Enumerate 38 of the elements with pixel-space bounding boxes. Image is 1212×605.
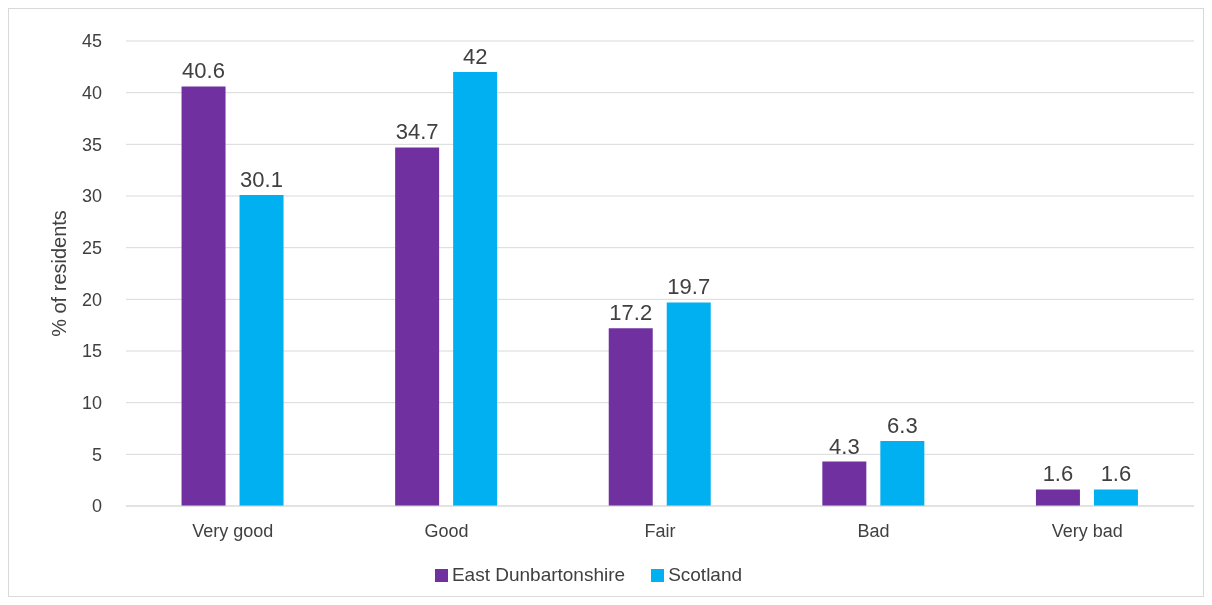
bar xyxy=(1093,489,1138,506)
y-tick-label: 45 xyxy=(81,31,102,52)
x-tick-label: Good xyxy=(424,520,469,541)
x-tick-label: Very bad xyxy=(1051,520,1123,541)
bar xyxy=(453,72,498,506)
y-tick-label: 10 xyxy=(81,393,102,414)
legend-label: East Dunbartonshire xyxy=(451,564,626,585)
data-label: 19.7 xyxy=(667,274,711,300)
bar xyxy=(822,461,867,506)
y-tick-label: 30 xyxy=(81,186,102,207)
bar xyxy=(880,440,925,506)
data-label: 4.3 xyxy=(829,433,860,459)
y-tick-label: 35 xyxy=(81,134,102,155)
y-tick-label: 40 xyxy=(81,83,102,104)
x-tick-label: Bad xyxy=(857,520,890,541)
data-label: 1.6 xyxy=(1042,461,1074,487)
bar xyxy=(181,86,226,506)
bar xyxy=(239,194,284,506)
x-tick-label: Very good xyxy=(192,520,274,541)
y-axis-title: % of residents xyxy=(48,210,71,337)
y-tick-label: 5 xyxy=(91,444,102,465)
bar xyxy=(395,147,440,506)
y-tick-label: 0 xyxy=(91,496,102,517)
bar xyxy=(666,302,711,506)
bar xyxy=(608,328,653,506)
x-tick-label: Fair xyxy=(644,520,676,541)
y-tick-label: 20 xyxy=(81,289,102,310)
data-label: 6.3 xyxy=(887,412,918,438)
data-label: 17.2 xyxy=(609,300,653,326)
data-label: 1.6 xyxy=(1100,461,1132,487)
y-tick-label: 25 xyxy=(81,238,102,259)
data-label: 30.1 xyxy=(240,166,283,192)
data-label: 40.6 xyxy=(182,58,225,84)
bar xyxy=(1035,489,1080,506)
data-label: 42 xyxy=(462,44,488,69)
legend-label: Scotland xyxy=(668,564,743,585)
y-tick-label: 15 xyxy=(81,341,102,362)
data-label: 34.7 xyxy=(395,119,439,145)
